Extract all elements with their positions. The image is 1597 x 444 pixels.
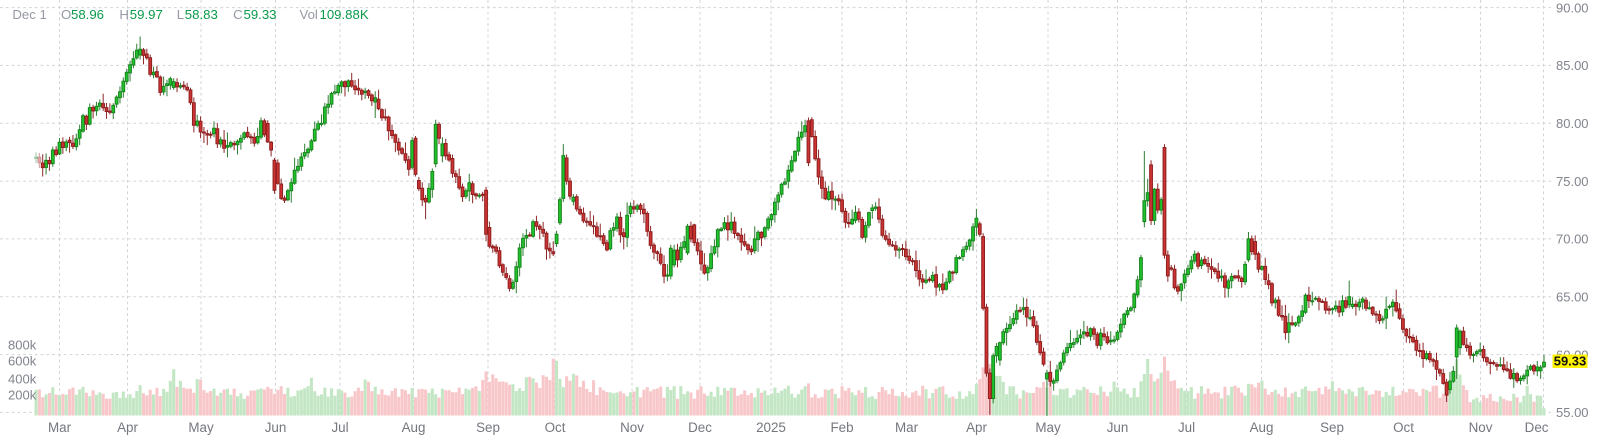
svg-text:800k: 800k <box>8 338 37 353</box>
svg-text:Mar: Mar <box>895 420 919 435</box>
svg-text:Aug: Aug <box>402 420 426 435</box>
svg-text:C: C <box>233 7 243 22</box>
svg-text:H: H <box>119 7 129 22</box>
svg-text:Jul: Jul <box>331 420 348 435</box>
svg-text:70.00: 70.00 <box>1556 232 1589 247</box>
svg-text:Vol: Vol <box>300 7 318 22</box>
svg-text:59.33: 59.33 <box>244 7 277 22</box>
svg-text:58.96: 58.96 <box>71 7 104 22</box>
svg-text:55.00: 55.00 <box>1556 405 1589 420</box>
svg-text:58.83: 58.83 <box>185 7 218 22</box>
svg-text:85.00: 85.00 <box>1556 58 1589 73</box>
svg-text:80.00: 80.00 <box>1556 116 1589 131</box>
svg-text:May: May <box>1035 420 1061 435</box>
svg-text:Oct: Oct <box>545 420 566 435</box>
svg-text:Sep: Sep <box>476 420 500 435</box>
svg-text:L: L <box>177 7 184 22</box>
svg-text:200k: 200k <box>8 388 37 403</box>
svg-text:Dec: Dec <box>1525 420 1549 435</box>
svg-text:Apr: Apr <box>966 420 987 435</box>
svg-text:Aug: Aug <box>1250 420 1274 435</box>
svg-text:May: May <box>188 420 214 435</box>
svg-text:59.97: 59.97 <box>130 7 163 22</box>
svg-text:Nov: Nov <box>620 420 644 435</box>
svg-text:Dec 1: Dec 1 <box>12 7 46 22</box>
svg-text:Jul: Jul <box>1178 420 1195 435</box>
svg-text:Sep: Sep <box>1320 420 1344 435</box>
svg-text:75.00: 75.00 <box>1556 174 1589 189</box>
svg-text:59.33: 59.33 <box>1554 354 1587 369</box>
svg-text:Apr: Apr <box>117 420 138 435</box>
svg-text:90.00: 90.00 <box>1556 0 1589 15</box>
svg-text:600k: 600k <box>8 354 37 369</box>
svg-text:O: O <box>61 7 71 22</box>
svg-text:Nov: Nov <box>1469 420 1493 435</box>
svg-text:Oct: Oct <box>1393 420 1414 435</box>
svg-text:400k: 400k <box>8 372 37 387</box>
svg-text:Mar: Mar <box>48 420 72 435</box>
svg-text:109.88K: 109.88K <box>320 7 369 22</box>
svg-text:2025: 2025 <box>756 420 786 435</box>
svg-text:Jun: Jun <box>265 420 287 435</box>
svg-text:Jun: Jun <box>1107 420 1129 435</box>
svg-text:65.00: 65.00 <box>1556 290 1589 305</box>
svg-text:Feb: Feb <box>830 420 853 435</box>
svg-text:Dec: Dec <box>688 420 712 435</box>
